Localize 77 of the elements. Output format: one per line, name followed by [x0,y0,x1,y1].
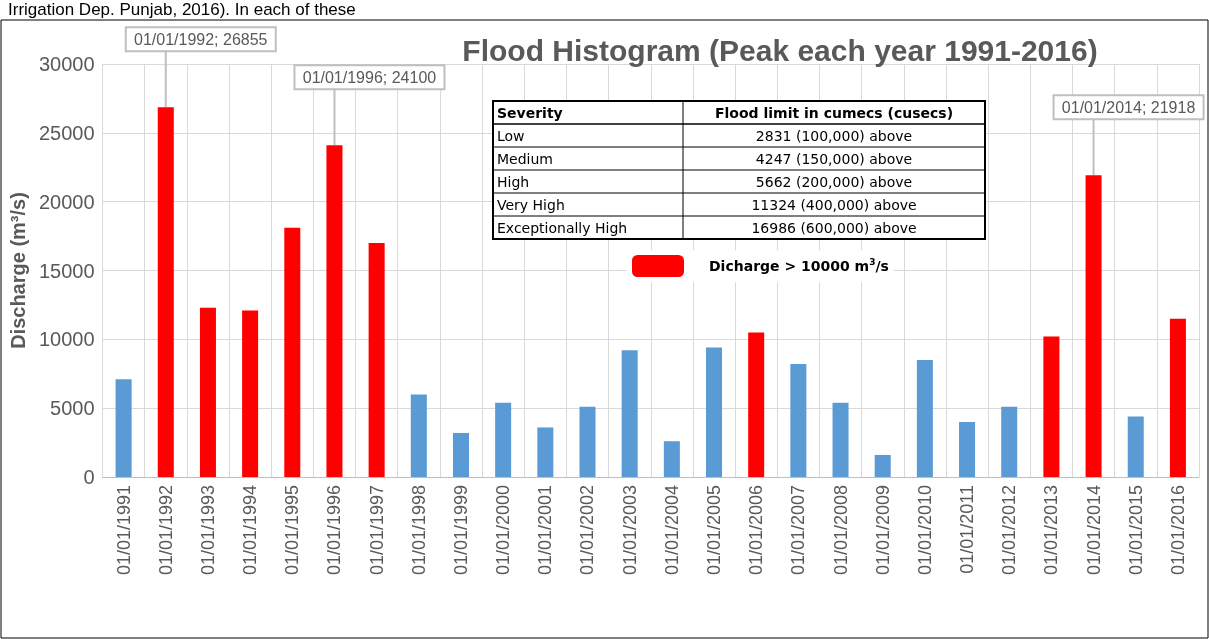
y-tick-label: 0 [83,466,95,488]
y-tick-label: 20000 [38,190,95,213]
x-tick-label: 01/01/1992 [155,485,176,576]
chart-title: Flood Histogram (Peak each year 1991-2016) [462,33,1098,67]
bar [959,421,976,477]
bar [1127,416,1144,477]
x-tick-label: 01/01/1999 [450,485,471,576]
x-tick-label: 01/01/2003 [619,485,640,576]
annotation: 5662 (200,000) above [755,173,913,190]
y-tick-label: 10000 [38,328,95,351]
bar [368,242,385,477]
annotation: 01/01/1996; 24100 [302,68,437,86]
annotation: Low [497,127,525,144]
y-tick-label: 5000 [50,397,95,420]
y-axis-title: Discharge (m³/s) [7,192,29,349]
annotation: Very High [497,196,565,213]
x-tick-label: 01/01/2016 [1167,485,1188,576]
y-tick-label: 25000 [38,121,95,144]
bar [537,427,554,477]
annotation: 01/01/1992; 26855 [134,30,268,48]
bar [326,145,343,477]
x-tick-label: 01/01/2002 [577,485,598,576]
x-tick-label: 01/01/2013 [1041,485,1062,576]
x-tick-label: 01/01/1998 [408,485,429,576]
annotation: High [497,173,530,190]
bar [874,454,891,477]
x-tick-label: 01/01/1996 [324,485,345,576]
x-tick-label: 01/01/1995 [282,485,303,576]
bar [916,359,933,477]
bar [663,441,680,477]
x-tick-label: 01/01/2001 [535,485,556,576]
text: Irrigation Dep. Punjab, 2016). In each of these [8,0,356,19]
x-tick-label: 01/01/2000 [493,485,514,576]
annotation: 2831 (100,000) above [755,127,913,144]
x-tick-label: 01/01/2004 [661,485,682,576]
y-tick-label: 15000 [38,259,95,282]
bar [242,310,259,477]
x-tick-label: 01/01/2011 [957,485,978,574]
bar [157,107,174,477]
x-tick-label: 01/01/2005 [704,485,725,576]
bar [579,406,596,477]
annotation: Exceptionally High [497,219,628,236]
x-tick-label: 01/01/2009 [872,485,893,576]
x-tick-label: 01/01/2014 [1083,485,1104,576]
bar [115,379,132,477]
bar [410,394,427,477]
bar [284,227,301,477]
annotation: Severity [497,104,563,121]
x-tick-label: 01/01/1993 [197,485,218,576]
bar [1085,175,1102,477]
x-tick-label: 01/01/2010 [914,485,935,576]
annotation: 16986 (600,000) above [751,219,917,236]
annotation: 01/01/2014; 21918 [1061,98,1196,116]
annotation: 11324 (400,000) above [751,196,917,213]
x-tick-label: 01/01/2007 [788,485,809,576]
bar [452,432,469,477]
bar [790,364,807,477]
x-tick-label: 01/01/2015 [1125,485,1146,576]
annotation: Medium [497,150,553,167]
bar [1169,318,1186,477]
x-tick-label: 01/01/1994 [240,485,261,576]
bar [832,402,849,477]
bar [1043,336,1060,477]
x-tick-label: 01/01/2006 [746,485,767,576]
bar [199,307,216,477]
x-tick-label: 01/01/1997 [366,485,387,576]
bar [621,350,638,477]
bar [495,402,512,477]
annotation: 4247 (150,000) above [755,150,913,167]
y-tick-label: 30000 [38,53,95,75]
x-tick-label: 01/01/1991 [113,485,134,576]
bar [706,347,723,477]
x-tick-label: 01/01/2008 [830,485,851,576]
annotation: Flood limit in cumecs (cusecs) [714,104,954,121]
x-tick-label: 01/01/2012 [999,485,1020,576]
bar [748,332,765,477]
bar [1001,406,1018,477]
